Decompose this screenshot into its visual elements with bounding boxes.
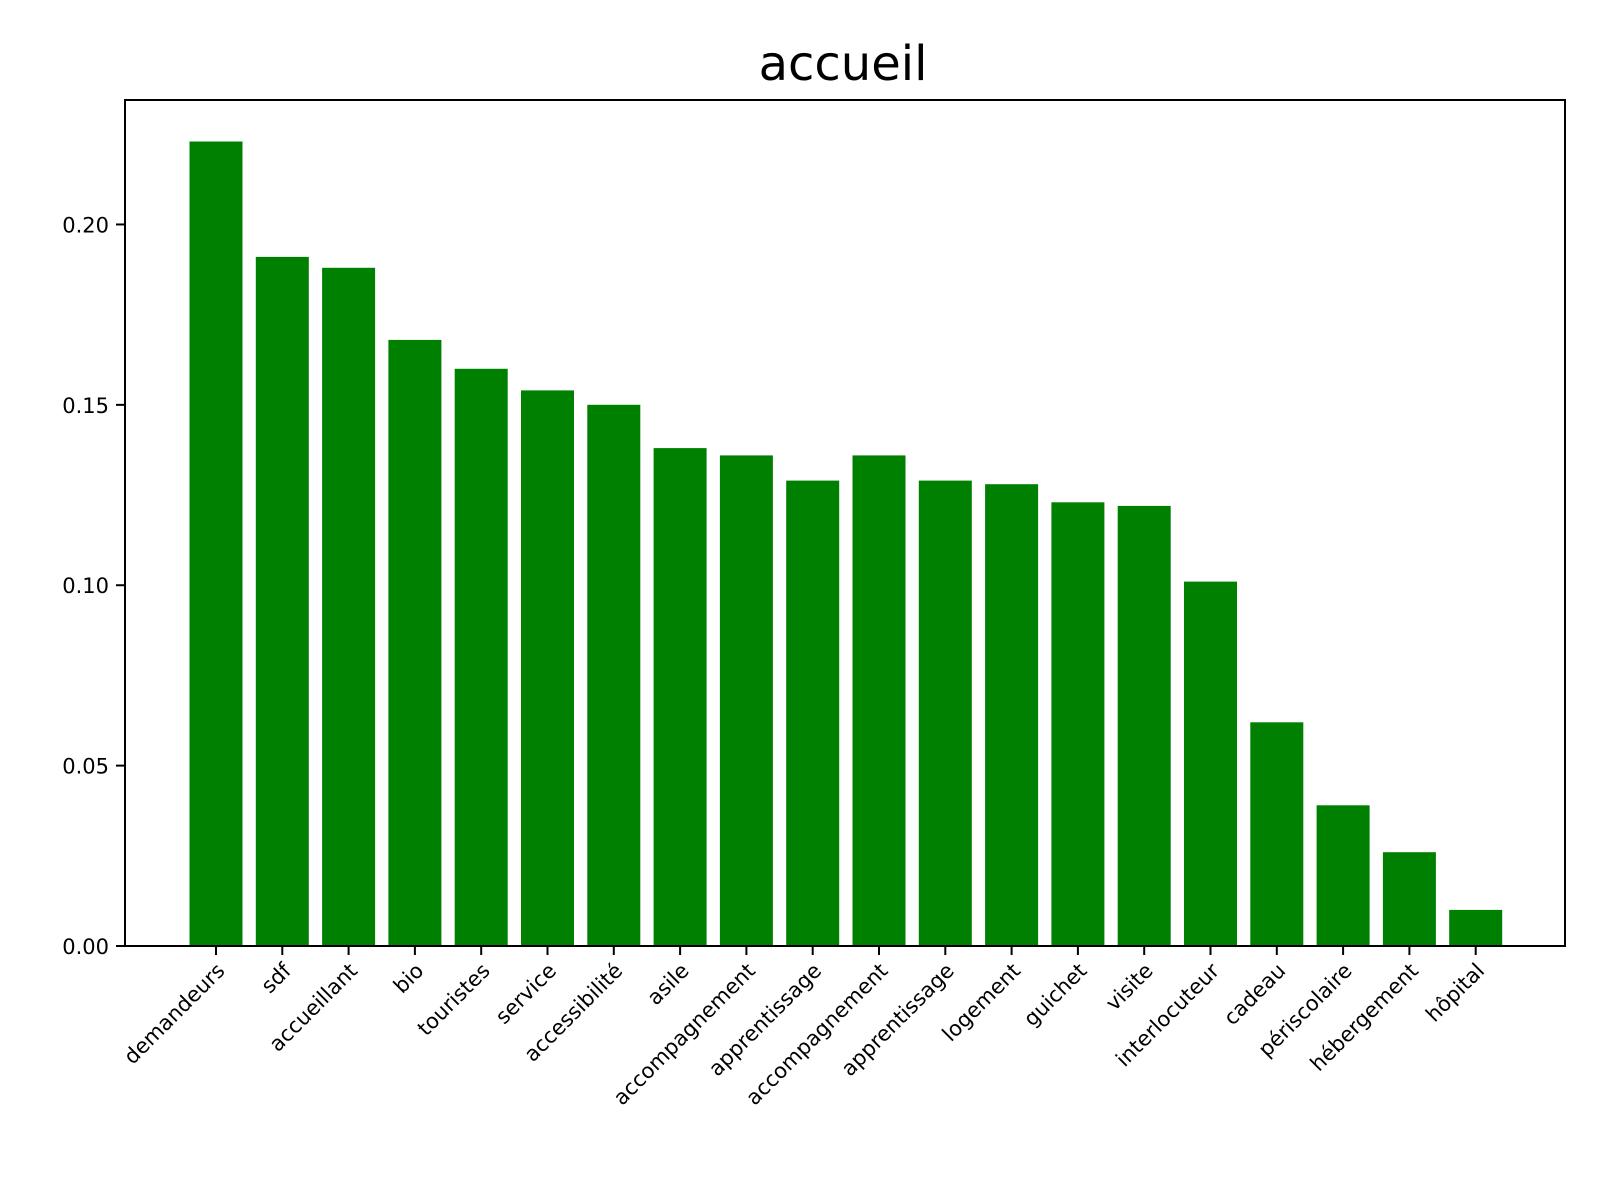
bar-9 <box>786 481 839 946</box>
bar-11 <box>919 481 972 946</box>
bar-1 <box>256 257 309 946</box>
bar-18 <box>1383 852 1436 946</box>
bar-8 <box>720 455 773 946</box>
bar-4 <box>455 369 508 946</box>
bar-17 <box>1317 805 1370 946</box>
chart-title: accueil <box>759 36 928 92</box>
y-tick-label-1: 0.05 <box>62 755 109 779</box>
bar-12 <box>985 484 1038 946</box>
bar-3 <box>388 340 441 946</box>
bar-6 <box>587 405 640 946</box>
y-tick-label-3: 0.15 <box>62 394 109 418</box>
y-tick-label-2: 0.10 <box>62 574 109 598</box>
bar-0 <box>190 142 243 947</box>
bar-16 <box>1250 722 1303 946</box>
bar-14 <box>1118 506 1171 946</box>
bar-19 <box>1449 910 1502 946</box>
bar-13 <box>1051 502 1104 946</box>
bar-2 <box>322 268 375 946</box>
bar-5 <box>521 390 574 946</box>
y-tick-label-0: 0.00 <box>62 935 109 959</box>
y-tick-label-4: 0.20 <box>62 213 109 237</box>
bar-7 <box>654 448 707 946</box>
bar-10 <box>853 455 906 946</box>
bar-15 <box>1184 582 1237 946</box>
